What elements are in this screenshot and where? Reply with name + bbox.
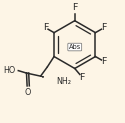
Text: F: F (79, 73, 84, 82)
Text: NH₂: NH₂ (56, 77, 71, 86)
Text: F: F (72, 2, 78, 12)
Text: F: F (43, 23, 48, 32)
Text: Abs: Abs (69, 44, 81, 50)
Text: HO: HO (4, 66, 16, 75)
Text: F: F (101, 57, 107, 66)
Text: O: O (24, 88, 30, 97)
Text: F: F (101, 23, 107, 32)
